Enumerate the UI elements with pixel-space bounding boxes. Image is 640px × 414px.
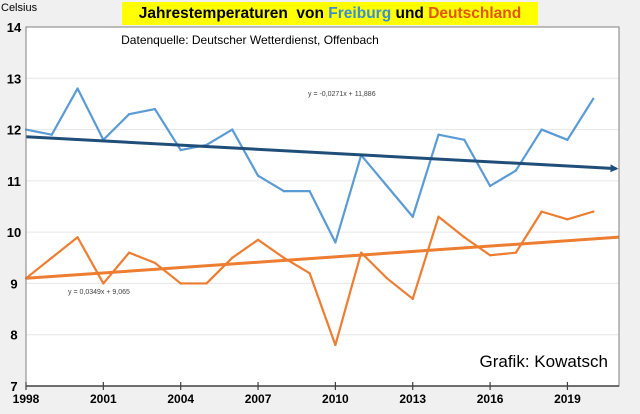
data-point-freiburg xyxy=(50,133,53,136)
x-tick-label: 2010 xyxy=(322,392,349,406)
data-point-deutschland xyxy=(540,210,543,213)
x-tick-label: 2007 xyxy=(245,392,272,406)
data-point-freiburg xyxy=(76,87,79,90)
credit-label: Grafik: Kowatsch xyxy=(480,352,609,371)
data-point-freiburg xyxy=(437,133,440,136)
data-point-deutschland xyxy=(411,297,414,301)
data-point-freiburg xyxy=(256,174,260,177)
data-point-deutschland xyxy=(463,236,466,239)
data-point-freiburg xyxy=(127,112,131,116)
data-point-deutschland xyxy=(592,210,595,213)
data-point-freiburg xyxy=(463,138,466,142)
data-point-freiburg xyxy=(592,97,595,101)
y-tick-label: 8 xyxy=(10,328,17,343)
y-tick-label: 14 xyxy=(7,20,22,35)
chart-subtitle: Datenquelle: Deutscher Wetterdienst, Off… xyxy=(121,33,379,47)
data-point-deutschland xyxy=(231,256,234,259)
trend-equation-freiburg: y = -0,0271x + 11,886 xyxy=(308,91,376,98)
title-part-1: Jahrestemperaturen von xyxy=(138,4,329,22)
data-point-deutschland xyxy=(514,251,518,254)
data-point-freiburg xyxy=(334,241,337,244)
x-tick-label: 2013 xyxy=(399,392,426,406)
data-point-deutschland xyxy=(256,238,260,242)
y-axis-label: Celsius xyxy=(1,2,38,14)
x-tick-label: 2016 xyxy=(477,392,504,406)
data-point-deutschland xyxy=(50,256,53,259)
x-tick-label: 2004 xyxy=(167,392,194,406)
data-point-deutschland xyxy=(76,236,79,239)
data-point-freiburg xyxy=(488,184,492,188)
plot-area xyxy=(26,27,619,386)
title-deutschland: Deutschland xyxy=(428,4,522,22)
data-point-deutschland xyxy=(282,256,286,259)
chart-title: Jahrestemperaturen von Freiburg und Deut… xyxy=(122,2,538,25)
title-freiburg: Freiburg xyxy=(328,4,392,22)
data-point-deutschland xyxy=(308,271,311,275)
data-point-freiburg xyxy=(514,169,518,172)
trendline-1 xyxy=(25,235,620,280)
data-point-freiburg xyxy=(153,107,157,111)
data-point-deutschland xyxy=(205,282,208,285)
data-point-deutschland xyxy=(359,251,363,254)
x-tick-label: 2001 xyxy=(90,392,117,406)
y-tick-label: 11 xyxy=(7,174,21,189)
data-point-deutschland xyxy=(179,282,182,285)
title-part-2: und xyxy=(391,4,429,22)
trend-equation-deutschland: y = 0,0349x + 9,065 xyxy=(68,289,130,296)
x-tick-label: 1998 xyxy=(13,392,40,406)
data-point-freiburg xyxy=(231,128,234,131)
data-point-freiburg xyxy=(282,189,286,193)
data-point-deutschland xyxy=(566,218,569,221)
trendline-0 xyxy=(25,135,619,173)
y-tick-label: 9 xyxy=(10,276,17,291)
data-point-deutschland xyxy=(334,343,337,347)
y-tick-label: 13 xyxy=(7,71,21,86)
data-point-deutschland xyxy=(153,261,157,265)
y-tick-label: 10 xyxy=(7,225,21,240)
data-point-freiburg xyxy=(566,138,569,142)
data-point-freiburg xyxy=(540,128,543,131)
y-tick-label: 7 xyxy=(10,379,17,394)
data-point-deutschland xyxy=(385,277,389,280)
data-point-freiburg xyxy=(411,215,414,218)
data-point-freiburg xyxy=(385,184,389,188)
data-point-deutschland xyxy=(437,215,440,218)
data-point-freiburg xyxy=(179,148,182,152)
x-tick-label: 2019 xyxy=(554,392,581,406)
data-point-deutschland xyxy=(102,282,105,285)
data-point-freiburg xyxy=(308,189,311,193)
y-tick-label: 12 xyxy=(7,123,21,138)
data-point-deutschland xyxy=(127,251,131,254)
data-point-deutschland xyxy=(488,254,492,257)
